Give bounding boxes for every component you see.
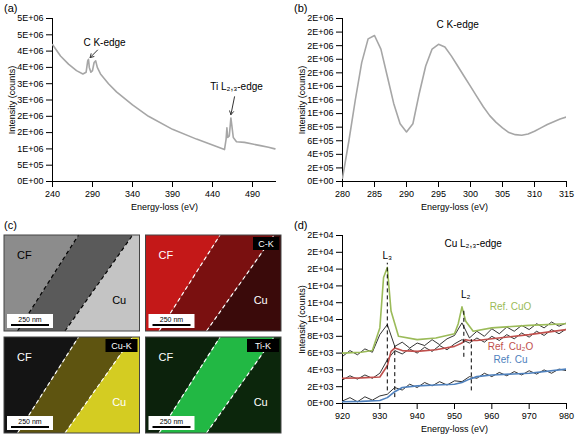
svg-text:2E+04: 2E+04	[307, 230, 333, 240]
svg-text:4E+06: 4E+06	[17, 62, 43, 72]
svg-text:0E+00: 0E+00	[307, 176, 333, 186]
html-text:(b): (b)	[294, 2, 308, 14]
svg-text:Ti L₂,₃-edge: Ti L₂,₃-edge	[210, 81, 263, 92]
svg-text:2E+06: 2E+06	[307, 27, 333, 37]
svg-text:6E+03: 6E+03	[307, 348, 333, 358]
svg-text:4E+03: 4E+03	[307, 365, 333, 375]
svg-text:Energy-loss (eV): Energy-loss (eV)	[421, 202, 488, 212]
svg-text:2E+04: 2E+04	[307, 247, 333, 257]
svg-text:5E+06: 5E+06	[17, 30, 43, 40]
svg-text:290: 290	[85, 189, 100, 199]
svg-text:1E+06: 1E+06	[307, 108, 333, 118]
svg-text:2E+05: 2E+05	[307, 163, 333, 173]
svg-text:940: 940	[410, 411, 425, 421]
svg-text:920: 920	[335, 411, 350, 421]
svg-text:390: 390	[165, 189, 180, 199]
svg-text:970: 970	[522, 411, 537, 421]
svg-text:1E+06: 1E+06	[307, 81, 333, 91]
svg-text:1E+06: 1E+06	[307, 95, 333, 105]
svg-text:4E+06: 4E+06	[17, 46, 43, 56]
svg-text:2E+06: 2E+06	[17, 111, 43, 121]
svg-text:Cu: Cu	[112, 396, 126, 408]
svg-text:Energy-loss (eV): Energy-loss (eV)	[131, 202, 198, 212]
svg-text:CF: CF	[158, 249, 173, 261]
svg-text:2E+06: 2E+06	[307, 13, 333, 23]
html-text:(d): (d)	[294, 219, 308, 231]
svg-text:Intensity (counts): Intensity (counts)	[297, 66, 307, 135]
svg-text:310: 310	[527, 189, 542, 199]
svg-text:C K-edge: C K-edge	[437, 19, 480, 30]
svg-text:Energy-loss (eV): Energy-loss (eV)	[421, 424, 488, 434]
svg-text:CF: CF	[17, 249, 32, 261]
svg-text:960: 960	[484, 411, 499, 421]
svg-text:1E+04: 1E+04	[307, 298, 333, 308]
svg-text:3E+06: 3E+06	[17, 95, 43, 105]
svg-text:250 nm: 250 nm	[18, 316, 42, 323]
svg-text:Cu: Cu	[254, 294, 268, 306]
svg-text:Cu L₂,₃-edge: Cu L₂,₃-edge	[444, 238, 502, 249]
svg-text:Cu: Cu	[112, 294, 126, 306]
svg-text:340: 340	[125, 189, 140, 199]
svg-text:305: 305	[495, 189, 510, 199]
svg-text:Intensity (counts): Intensity (counts)	[7, 66, 17, 135]
svg-text:L₂: L₂	[461, 289, 471, 300]
svg-text:0E+00: 0E+00	[307, 398, 333, 408]
svg-text:C K-edge: C K-edge	[83, 37, 126, 48]
svg-text:315: 315	[559, 189, 574, 199]
svg-text:L₃: L₃	[382, 250, 392, 261]
svg-text:3E+06: 3E+06	[17, 79, 43, 89]
svg-text:300: 300	[463, 189, 478, 199]
svg-text:2E+06: 2E+06	[307, 41, 333, 51]
svg-text:280: 280	[335, 189, 350, 199]
svg-text:490: 490	[245, 189, 260, 199]
svg-text:0E+00: 0E+00	[17, 176, 43, 186]
svg-text:250 nm: 250 nm	[160, 316, 184, 323]
svg-text:CF: CF	[17, 351, 32, 363]
svg-text:240: 240	[45, 189, 60, 199]
svg-text:295: 295	[431, 189, 446, 199]
svg-text:950: 950	[447, 411, 462, 421]
svg-text:1E+04: 1E+04	[307, 314, 333, 324]
svg-text:2E+04: 2E+04	[307, 264, 333, 274]
svg-text:2E+06: 2E+06	[17, 127, 43, 137]
svg-text:285: 285	[367, 189, 382, 199]
svg-text:2E+06: 2E+06	[307, 54, 333, 64]
svg-text:4E+05: 4E+05	[307, 149, 333, 159]
svg-text:Ref. Cu₂O: Ref. Cu₂O	[488, 341, 534, 352]
svg-text:6E+05: 6E+05	[307, 136, 333, 146]
svg-text:Intensity (counts): Intensity (counts)	[297, 285, 307, 354]
svg-text:1E+04: 1E+04	[307, 281, 333, 291]
svg-text:440: 440	[205, 189, 220, 199]
svg-text:Ref. CuO: Ref. CuO	[490, 301, 532, 312]
svg-text:930: 930	[372, 411, 387, 421]
svg-text:2E+03: 2E+03	[307, 382, 333, 392]
svg-text:250 nm: 250 nm	[18, 418, 42, 425]
svg-text:980: 980	[559, 411, 574, 421]
html-text:(c): (c)	[4, 219, 17, 231]
svg-text:Cu: Cu	[254, 396, 268, 408]
svg-text:Ref. Cu: Ref. Cu	[494, 354, 528, 365]
svg-text:5E+06: 5E+06	[17, 13, 43, 23]
svg-text:CF: CF	[158, 351, 173, 363]
svg-text:Cu-K: Cu-K	[111, 341, 132, 351]
svg-text:290: 290	[399, 189, 414, 199]
svg-text:2E+06: 2E+06	[307, 68, 333, 78]
svg-text:C-K: C-K	[258, 239, 274, 249]
svg-text:5E+05: 5E+05	[17, 160, 43, 170]
svg-text:8E+03: 8E+03	[307, 331, 333, 341]
svg-text:8E+05: 8E+05	[307, 122, 333, 132]
svg-text:1E+06: 1E+06	[17, 144, 43, 154]
html-text:(a): (a)	[4, 2, 18, 14]
svg-text:250 nm: 250 nm	[160, 418, 184, 425]
svg-text:Ti-K: Ti-K	[255, 341, 271, 351]
